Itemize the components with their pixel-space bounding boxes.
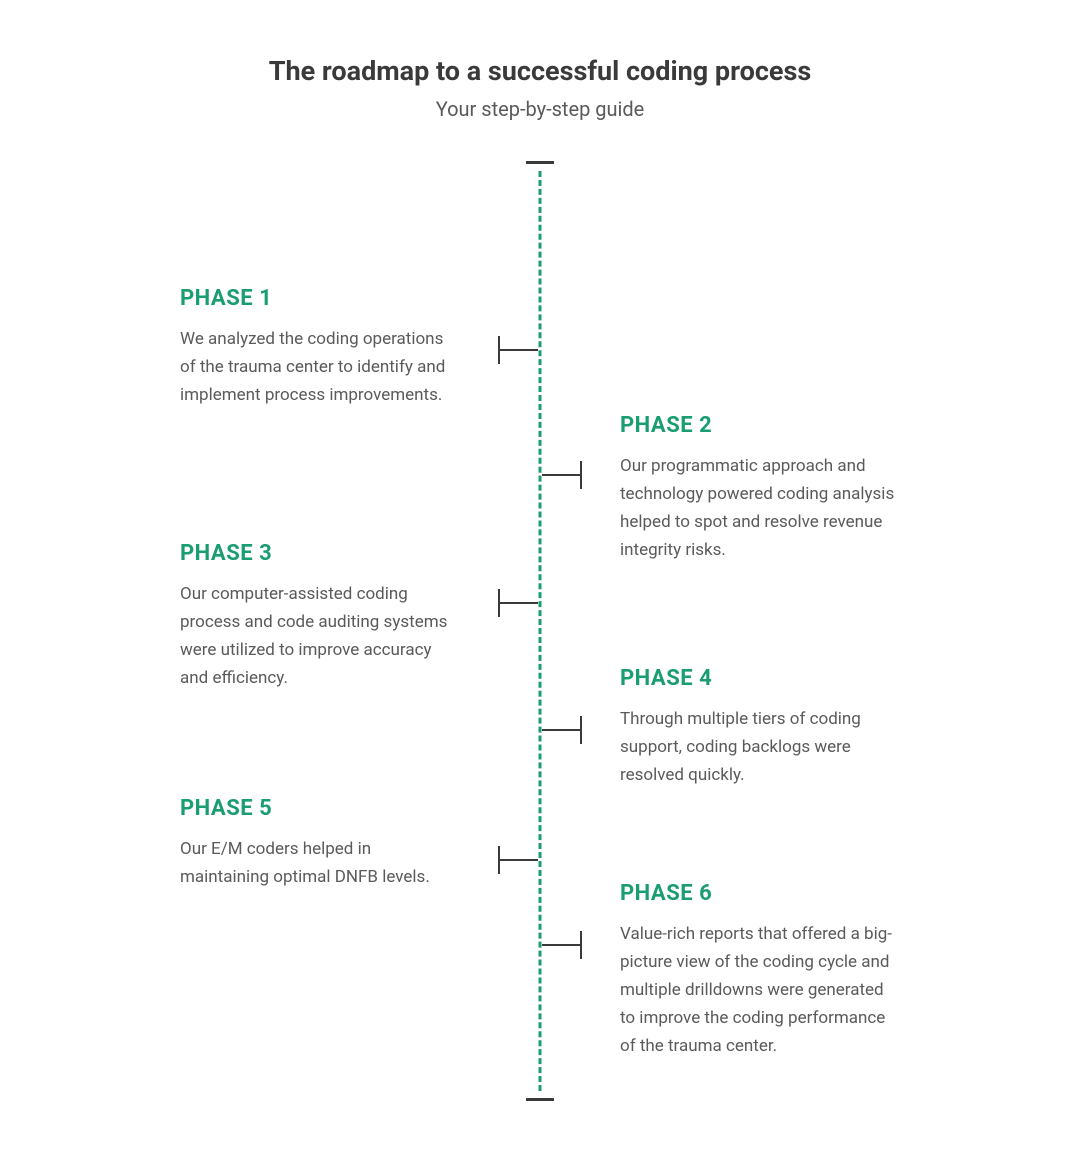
timeline: PHASE 1 We analyzed the coding operations… — [0, 151, 1080, 1111]
phase-desc: Our E/M coders helped in maintaining opt… — [180, 835, 460, 891]
connector-v-line — [498, 589, 500, 617]
header: The roadmap to a successful coding proce… — [0, 0, 1080, 121]
timeline-cap-top — [526, 161, 554, 164]
page-subtitle: Your step-by-step guide — [0, 97, 1080, 121]
page-title: The roadmap to a successful coding proce… — [0, 55, 1080, 87]
connector-6 — [542, 931, 582, 959]
phase-desc: We analyzed the coding operations of the… — [180, 325, 460, 409]
connector-v-line — [580, 461, 582, 489]
phase-title: PHASE 5 — [180, 796, 460, 821]
connector-4 — [542, 716, 582, 744]
phase-desc: Through multiple tiers of coding support… — [620, 705, 900, 789]
phase-5: PHASE 5 Our E/M coders helped in maintain… — [180, 796, 540, 891]
phase-6: PHASE 6 Value-rich reports that offered a… — [540, 881, 900, 1060]
phase-1: PHASE 1 We analyzed the coding operations… — [180, 286, 540, 409]
connector-v-line — [498, 336, 500, 364]
connector-h-line — [498, 859, 538, 861]
connector-h-line — [498, 349, 538, 351]
timeline-cap-bottom — [526, 1098, 554, 1101]
connector-2 — [542, 461, 582, 489]
phase-3: PHASE 3 Our computer-assisted coding proc… — [180, 541, 540, 692]
phase-2: PHASE 2 Our programmatic approach and tec… — [540, 413, 900, 564]
phase-desc: Value-rich reports that offered a big-pi… — [620, 920, 900, 1060]
connector-5 — [498, 846, 538, 874]
connector-3 — [498, 589, 538, 617]
phase-4: PHASE 4 Through multiple tiers of coding … — [540, 666, 900, 789]
connector-v-line — [580, 931, 582, 959]
phase-title: PHASE 2 — [620, 413, 900, 438]
phase-desc: Our computer-assisted coding process and… — [180, 580, 460, 692]
phase-title: PHASE 4 — [620, 666, 900, 691]
phase-title: PHASE 3 — [180, 541, 460, 566]
phase-title: PHASE 1 — [180, 286, 460, 311]
connector-h-line — [542, 474, 582, 476]
connector-h-line — [542, 729, 582, 731]
connector-h-line — [498, 602, 538, 604]
connector-v-line — [498, 846, 500, 874]
connector-v-line — [580, 716, 582, 744]
phase-title: PHASE 6 — [620, 881, 900, 906]
connector-h-line — [542, 944, 582, 946]
phase-desc: Our programmatic approach and technology… — [620, 452, 900, 564]
connector-1 — [498, 336, 538, 364]
